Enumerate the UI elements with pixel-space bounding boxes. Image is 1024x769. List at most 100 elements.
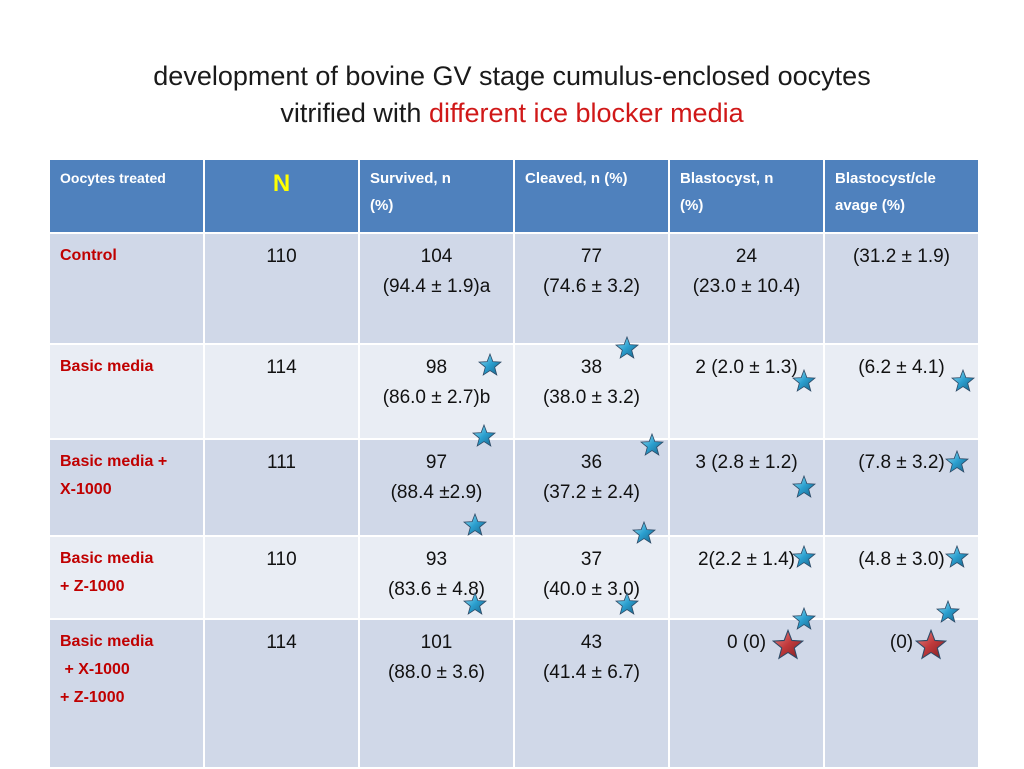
cell-survived: 101 (88.0 ± 3.6) <box>358 618 515 769</box>
cell-n: 110 <box>203 535 360 620</box>
cell-survived-pct: (94.4 ± 1.9)a <box>382 276 491 297</box>
header-blastocyst: Blastocyst, n (%) <box>668 158 825 234</box>
cell-blastocyst: 3 (2.8 ± 1.2) <box>668 438 825 537</box>
row-label: Basic media + Z-1000 <box>48 535 205 620</box>
star-icon <box>640 433 664 457</box>
cell-survived-pct: (83.6 ± 4.8) <box>387 579 486 600</box>
table-row: Basic media 114 98 (86.0 ± 2.7)b 38 (38.… <box>48 343 980 440</box>
cell-cleaved-count: 36 <box>580 452 603 473</box>
cell-blastocyst-value: 2(2.2 ± 1.4) <box>697 549 796 570</box>
cell-blastocyst: 2(2.2 ± 1.4) <box>668 535 825 620</box>
row-label: Basic media + X-1000 + Z-1000 <box>48 618 205 769</box>
cell-n: 114 <box>203 618 360 769</box>
cell-bl-cleavage-value: (7.8 ± 3.2) <box>858 452 945 473</box>
row-label-line: + Z-1000 <box>60 689 125 706</box>
header-bl-cleavage-line-2: avage (%) <box>835 197 906 214</box>
cell-blastocyst-count: 24 <box>735 246 758 267</box>
row-label-line: Basic media + <box>60 453 168 470</box>
cell-cleaved-pct: (40.0 ± 3.0) <box>542 579 641 600</box>
cell-blastocyst-value: 3 (2.8 ± 1.2) <box>695 452 798 473</box>
header-oocytes-treated: Oocytes treated <box>48 158 205 234</box>
cell-bl-cleavage-value: (31.2 ± 1.9) <box>852 246 951 267</box>
row-label-line: X-1000 <box>60 481 112 498</box>
row-label: Basic media <box>48 343 205 440</box>
cell-survived-count: 101 <box>420 632 453 653</box>
cell-blastocyst: 24 (23.0 ± 10.4) <box>668 232 825 345</box>
cell-survived-pct: (88.0 ± 3.6) <box>387 662 486 683</box>
row-label-line: Basic media <box>60 633 154 650</box>
star-icon <box>945 450 969 474</box>
cell-cleaved: 38 (38.0 ± 3.2) <box>513 343 670 440</box>
star-icon <box>463 592 487 616</box>
star-icon <box>951 369 975 393</box>
cell-blastocyst-value: 2 (2.0 ± 1.3) <box>695 357 798 378</box>
star-icon <box>478 353 502 377</box>
title-line-2-prefix: vitrified with <box>280 98 429 128</box>
cell-blastocyst-cleavage: (7.8 ± 3.2) <box>823 438 980 537</box>
header-blastocyst-line-1: Blastocyst, n <box>680 170 774 187</box>
header-blastocyst-cleavage: Blastocyst/cle avage (%) <box>823 158 980 234</box>
star-icon <box>915 629 947 661</box>
cell-bl-cleavage-value: (6.2 ± 4.1) <box>858 357 945 378</box>
row-label-line: Control <box>60 247 117 264</box>
cell-bl-cleavage-value: (4.8 ± 3.0) <box>858 549 945 570</box>
cell-cleaved-count: 77 <box>580 246 603 267</box>
header-survived: Survived, n (%) <box>358 158 515 234</box>
cell-bl-cleavage-value: (0) <box>889 632 914 653</box>
cell-cleaved-count: 43 <box>580 632 603 653</box>
row-label-line: + Z-1000 <box>60 578 125 595</box>
cell-blastocyst-cleavage: (31.2 ± 1.9) <box>823 232 980 345</box>
cell-blastocyst-cleavage: (4.8 ± 3.0) <box>823 535 980 620</box>
cell-cleaved: 36 (37.2 ± 2.4) <box>513 438 670 537</box>
cell-n: 114 <box>203 343 360 440</box>
header-cleaved: Cleaved, n (%) <box>513 158 670 234</box>
results-table: Oocytes treated N Survived, n (%) Cleave… <box>48 158 980 769</box>
star-icon <box>472 424 496 448</box>
table-row: Basic media + X-1000 + Z-1000 114 101 (8… <box>48 618 980 769</box>
cell-survived-count: 98 <box>425 357 448 378</box>
header-blastocyst-line-2: (%) <box>680 197 704 214</box>
star-icon <box>792 369 816 393</box>
row-label-line: Basic media <box>60 358 154 375</box>
cell-n: 111 <box>203 438 360 537</box>
cell-survived: 93 (83.6 ± 4.8) <box>358 535 515 620</box>
header-bl-cleavage-line-1: Blastocyst/cle <box>835 170 936 187</box>
cell-cleaved: 77 (74.6 ± 3.2) <box>513 232 670 345</box>
star-icon <box>945 545 969 569</box>
cell-cleaved: 37 (40.0 ± 3.0) <box>513 535 670 620</box>
cell-cleaved-pct: (41.4 ± 6.7) <box>542 662 641 683</box>
star-icon <box>615 592 639 616</box>
row-label: Basic media + X-1000 <box>48 438 205 537</box>
cell-cleaved-count: 37 <box>580 549 603 570</box>
cell-cleaved-pct: (38.0 ± 3.2) <box>542 387 641 408</box>
star-icon <box>615 336 639 360</box>
row-label: Control <box>48 232 205 345</box>
header-n: N <box>203 158 360 234</box>
cell-survived-pct: (88.4 ±2.9) <box>390 482 483 503</box>
cell-survived-count: 104 <box>420 246 453 267</box>
cell-blastocyst-cleavage: (6.2 ± 4.1) <box>823 343 980 440</box>
cell-survived: 104 (94.4 ± 1.9)a <box>358 232 515 345</box>
cell-cleaved: 43 (41.4 ± 6.7) <box>513 618 670 769</box>
star-icon <box>792 475 816 499</box>
cell-survived: 97 (88.4 ±2.9) <box>358 438 515 537</box>
cell-blastocyst-pct: (23.0 ± 10.4) <box>692 276 801 297</box>
cell-n: 110 <box>203 232 360 345</box>
cell-survived-pct: (86.0 ± 2.7)b <box>382 387 491 408</box>
header-row: Oocytes treated N Survived, n (%) Cleave… <box>48 158 980 234</box>
cell-survived-count: 93 <box>425 549 448 570</box>
title-line-1: development of bovine GV stage cumulus-e… <box>153 61 871 91</box>
star-icon <box>792 607 816 631</box>
title-line-2: vitrified with different ice blocker med… <box>0 95 1024 132</box>
cell-cleaved-pct: (74.6 ± 3.2) <box>542 276 641 297</box>
cell-cleaved-pct: (37.2 ± 2.4) <box>542 482 641 503</box>
header-survived-line-1: Survived, n <box>370 170 451 187</box>
row-label-line: + X-1000 <box>60 661 130 678</box>
cell-cleaved-count: 38 <box>580 357 603 378</box>
table-row: Basic media + X-1000 111 97 (88.4 ±2.9) … <box>48 438 980 537</box>
row-label-line: Basic media <box>60 550 154 567</box>
title-highlight: different ice blocker media <box>428 98 744 128</box>
header-survived-line-2: (%) <box>370 197 394 214</box>
cell-blastocyst-cleavage: (0) <box>823 618 980 769</box>
table-row: Control 110 104 (94.4 ± 1.9)a 77 (74.6 ±… <box>48 232 980 345</box>
